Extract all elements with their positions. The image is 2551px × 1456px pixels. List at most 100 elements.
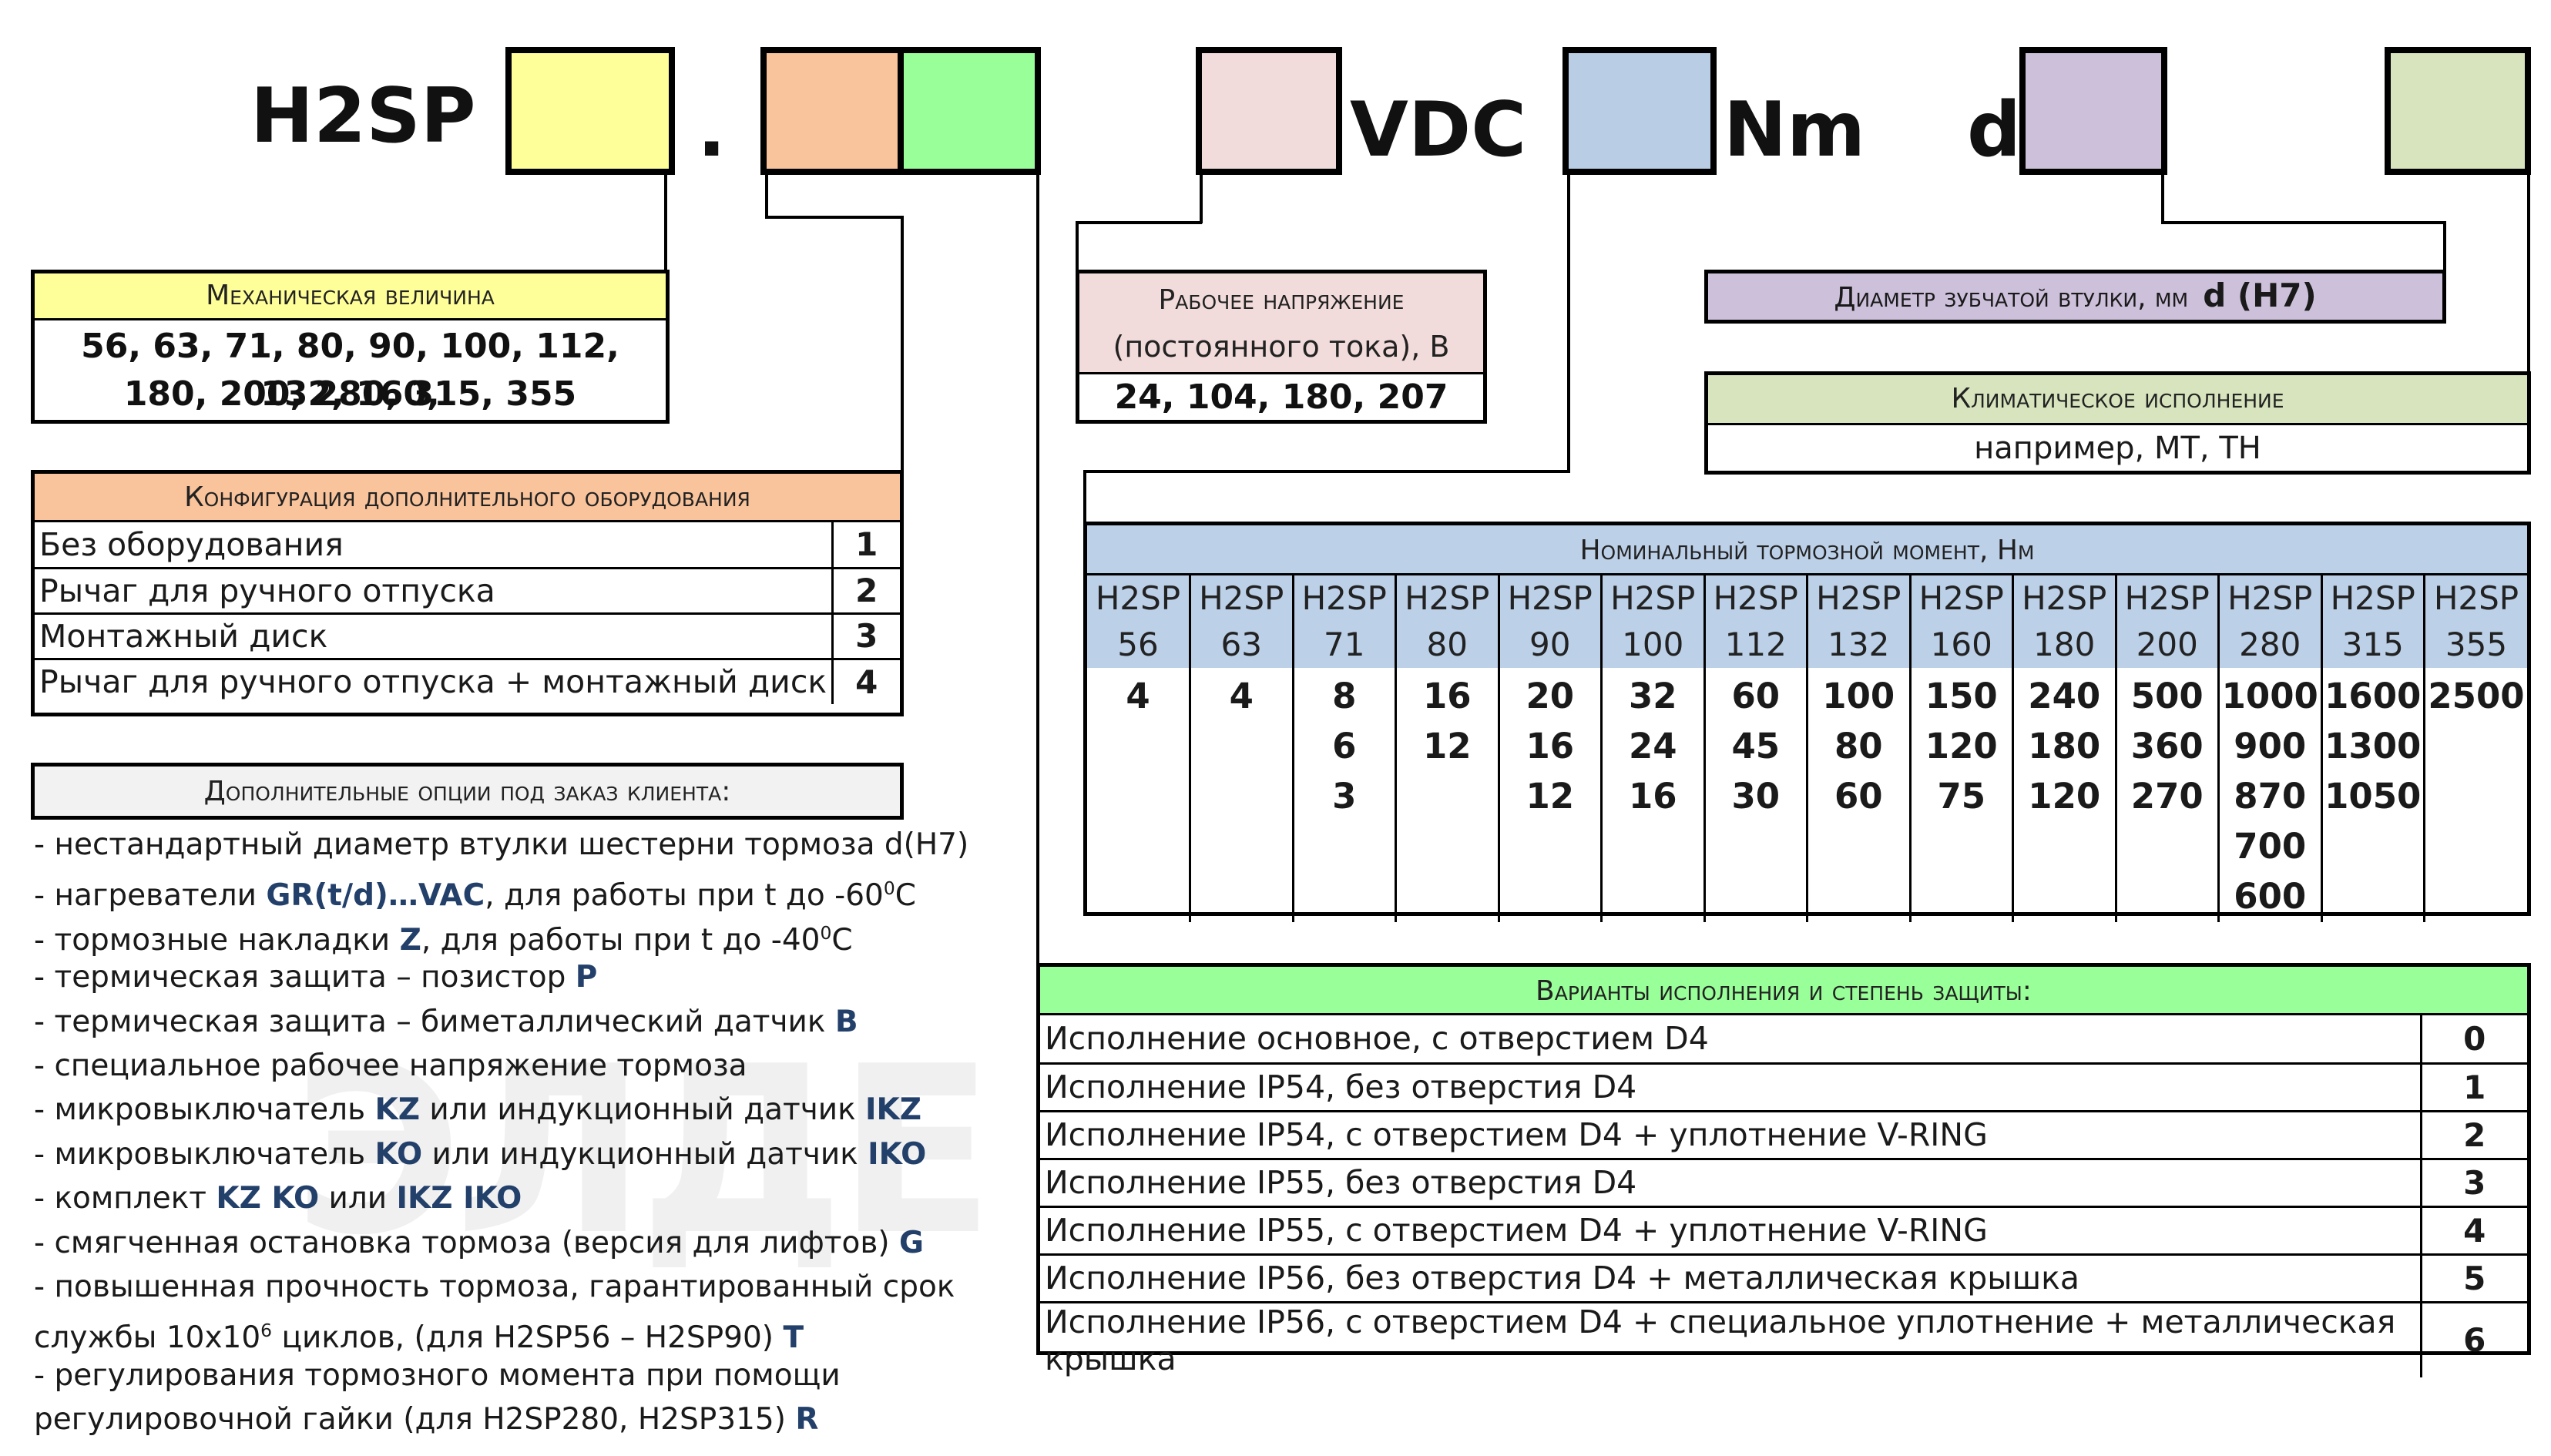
torque-value: 20 bbox=[1526, 676, 1575, 716]
torque-value: 12 bbox=[1422, 726, 1472, 767]
version-row: Исполнение IP56, без отверстия D4 + мета… bbox=[1039, 1253, 2529, 1303]
torque-value: 1050 bbox=[2324, 776, 2422, 817]
torque-value: 240 bbox=[2028, 676, 2101, 716]
code-dot: . bbox=[697, 86, 727, 174]
torque-table: H2SP H2SP H2SP H2SP H2SP H2SP H2SP H2SP H2SP H2SP… bbox=[1087, 575, 2527, 922]
config-label: Монтажный диск bbox=[33, 612, 834, 660]
connector-torque-h bbox=[1083, 470, 1570, 473]
config-header: Конфигурация дополнительного оборудовани… bbox=[35, 474, 900, 522]
option-item: - комплект KZ KO или IKZ IKO bbox=[34, 1181, 522, 1216]
torque-model-name: H2SP bbox=[1395, 575, 1499, 622]
torque-model-name: H2SP bbox=[2012, 575, 2116, 622]
code-vdc: VDC bbox=[1350, 86, 1527, 174]
torque-value: 900 bbox=[2234, 726, 2307, 767]
torque-value: 180 bbox=[2028, 726, 2101, 767]
diameter-unit: d (H7) bbox=[2203, 277, 2317, 314]
connector-diameter-v bbox=[2161, 173, 2164, 223]
option-item: - специальное рабочее напряжение тормоза bbox=[34, 1048, 747, 1083]
torque-value: 60 bbox=[1834, 776, 1883, 817]
watermark-logo: ЭЛДЕ bbox=[293, 1017, 995, 1286]
config-row: Без оборудования 1 bbox=[33, 521, 901, 569]
torque-model-name: H2SP bbox=[1497, 575, 1602, 622]
diameter-title: Диаметр зубчатой втулки, мм bbox=[1834, 282, 2189, 314]
config-code: 3 bbox=[831, 612, 901, 660]
torque-value: 2500 bbox=[2428, 676, 2525, 716]
torque-model-name: H2SP bbox=[2320, 575, 2425, 622]
mech-size-header: Механическая величина bbox=[35, 273, 666, 320]
torque-model-size: 80 bbox=[1395, 622, 1499, 668]
torque-title: Номинальный тормозной момент, Нм bbox=[1579, 535, 2035, 566]
torque-value-cell: 8 6 3 bbox=[1291, 668, 1396, 922]
connector-climate bbox=[2527, 173, 2530, 374]
option-item: - нагреватели GR(t/d)…VAC, для работы пр… bbox=[34, 877, 916, 914]
config-table: Без оборудования 1 Рычаг для ручного отпу… bbox=[33, 521, 901, 706]
connector-version bbox=[1036, 173, 1039, 966]
torque-model-name: H2SP bbox=[1189, 575, 1293, 622]
config-code: 4 bbox=[831, 657, 901, 706]
connector-torque-v2 bbox=[1083, 470, 1086, 524]
version-label: Исполнение IP56, с отверстием D4 + специ… bbox=[1039, 1300, 2422, 1378]
torque-value: 1000 bbox=[2221, 676, 2318, 716]
connector-config-v bbox=[765, 173, 768, 217]
mech-size-values-2: 180, 200, 280, 315, 355 bbox=[123, 374, 577, 414]
voltage-title-2: (постоянного тока), В bbox=[1113, 330, 1450, 364]
mech-size-title: Механическая величина bbox=[206, 280, 495, 311]
config-box: Конфигурация дополнительного оборудовани… bbox=[31, 470, 904, 716]
config-code: 1 bbox=[831, 521, 901, 569]
torque-value: 24 bbox=[1628, 726, 1677, 767]
torque-value: 12 bbox=[1526, 776, 1575, 817]
options-title: Дополнительные опции под заказ клиента: bbox=[203, 776, 731, 807]
options-list: - нестандартный диаметр втулки шестерни … bbox=[34, 823, 982, 1441]
option-item: - повышенная прочность тормоза, гарантир… bbox=[34, 1269, 955, 1304]
torque-model-size: 112 bbox=[1703, 622, 1808, 668]
torque-value: 870 bbox=[2234, 776, 2307, 817]
torque-value: 6 bbox=[1332, 726, 1357, 767]
option-item: - тормозные накладки Z, для работы при t… bbox=[34, 921, 853, 958]
torque-model-names: H2SP H2SP H2SP H2SP H2SP H2SP H2SP H2SP H2SP H2SP… bbox=[1087, 575, 2527, 622]
torque-value: 75 bbox=[1937, 776, 1986, 817]
version-row: Исполнение IP56, с отверстием D4 + специ… bbox=[1039, 1300, 2529, 1378]
connector-config-h bbox=[765, 216, 904, 219]
torque-model-name: H2SP bbox=[1087, 575, 1190, 622]
diameter-box: Диаметр зубчатой втулки, мм d (H7) bbox=[1704, 270, 2446, 324]
version-label: Исполнение IP54, без отверстия D4 bbox=[1039, 1062, 2422, 1112]
torque-model-name: H2SP bbox=[1806, 575, 1910, 622]
voltage-title-1: Рабочее напряжение bbox=[1158, 284, 1405, 316]
code-box-size bbox=[505, 47, 675, 175]
voltage-values: 24, 104, 180, 207 bbox=[1114, 377, 1448, 417]
torque-model-size: 160 bbox=[1908, 622, 2013, 668]
torque-values: 4 4 8 6 3 16 12 20 16 12 32 24 16 60 45 30 100 80 60 150 120… bbox=[1087, 668, 2527, 922]
torque-value-cell: 20 16 12 bbox=[1497, 668, 1602, 922]
torque-value-cell: 1600 1300 1050 bbox=[2320, 668, 2425, 922]
option-item: - термическая защита – позистор P bbox=[34, 960, 598, 995]
option-item: - смягченная остановка тормоза (версия д… bbox=[34, 1225, 924, 1260]
torque-value-cell: 60 45 30 bbox=[1703, 668, 1808, 922]
torque-box: Номинальный тормозной момент, Нм H2SP H2S… bbox=[1083, 522, 2531, 922]
torque-value-cell: 500 360 270 bbox=[2114, 668, 2219, 922]
option-item: регулировочной гайки (для H2SP280, H2SP3… bbox=[34, 1402, 819, 1438]
connector-torque-v bbox=[1567, 173, 1570, 472]
version-row: Исполнение основное, с отверстием D4 0 bbox=[1039, 1014, 2529, 1065]
torque-value: 100 bbox=[1822, 676, 1895, 716]
option-item: - микровыключатель KO или индукционный д… bbox=[34, 1136, 927, 1172]
torque-model-name: H2SP bbox=[1703, 575, 1808, 622]
code-nm: Nm bbox=[1724, 86, 1866, 174]
option-item: - регулирования тормозного момента при п… bbox=[34, 1357, 841, 1393]
voltage-header: Рабочее напряжение (постоянного тока), В bbox=[1079, 273, 1483, 374]
torque-value: 120 bbox=[1925, 726, 1998, 767]
torque-model-sizes: 56 63 71 80 90 100 112 132 160 180 200 280 315 355 bbox=[1087, 622, 2527, 668]
version-row: Исполнение IP54, без отверстия D4 1 bbox=[1039, 1062, 2529, 1112]
versions-title: Варианты исполнения и степень защиты: bbox=[1536, 975, 2032, 1007]
code-box-version bbox=[898, 47, 1041, 175]
torque-value-cell: 2500 bbox=[2423, 668, 2527, 922]
torque-value-cell: 100 80 60 bbox=[1806, 668, 1910, 922]
torque-value: 700 bbox=[2234, 826, 2307, 867]
config-code: 2 bbox=[831, 566, 901, 615]
code-box-diameter bbox=[2019, 47, 2167, 175]
version-row: Исполнение IP55, с отверстием D4 + уплот… bbox=[1039, 1205, 2529, 1256]
torque-model-name: H2SP bbox=[1908, 575, 2013, 622]
torque-value: 3 bbox=[1332, 776, 1357, 817]
torque-model-name: H2SP bbox=[1291, 575, 1396, 622]
torque-header: Номинальный тормозной момент, Нм bbox=[1087, 525, 2527, 575]
torque-value: 4 bbox=[1126, 676, 1150, 716]
